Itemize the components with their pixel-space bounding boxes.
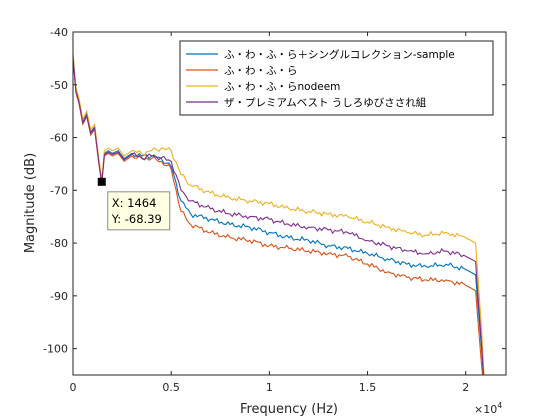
legend-entry: ふ・わ・ふ・ら — [224, 65, 298, 77]
series-line-1 — [73, 55, 484, 375]
x-axis-label: Frequency (Hz) — [240, 402, 338, 417]
y-tick-label: -90 — [50, 290, 68, 303]
y-axis-label: Magnitude (dB) — [23, 153, 38, 253]
datatip-marker[interactable] — [97, 177, 106, 186]
series-line-4 — [73, 57, 485, 375]
x-tick-label: 2 — [462, 381, 469, 394]
legend-entry: ザ・プレミアムベスト うしろゆびさされ組 — [224, 96, 427, 109]
legend-entry: ふ・わ・ふ・らnodeem — [224, 81, 340, 93]
legend-box — [179, 40, 494, 116]
datatip[interactable]: X: 1464 Y: -68.39 — [97, 177, 171, 231]
legend-entry: ふ・わ・ふ・ら＋シングルコレクション-sample — [224, 48, 455, 61]
y-tick-label: -60 — [50, 132, 68, 145]
x-tick-label: 1.5 — [359, 381, 377, 394]
datatip-x-label: X: 1464 — [112, 196, 157, 210]
x-tick-label: 1 — [266, 381, 273, 394]
series-line-3 — [73, 53, 485, 375]
datatip-box — [107, 191, 171, 231]
y-tick-label: -40 — [50, 26, 68, 39]
axes-box — [72, 31, 507, 376]
ticks: 0 0.5 1 1.5 2 -40 -50 -60 -70 -80 -90 -100 — [43, 26, 506, 394]
series-lines — [73, 53, 485, 375]
y-tick-label: -70 — [50, 184, 68, 197]
legend: ふ・わ・ふ・ら＋シングルコレクション-sample ふ・わ・ふ・らふ・わ・ふ・らn… — [179, 40, 494, 116]
y-tick-label: -50 — [50, 79, 68, 92]
y-tick-label: -100 — [43, 343, 68, 356]
x-exponent-label: ×104 — [474, 401, 502, 416]
y-tick-label: -80 — [50, 237, 68, 250]
series-line-2 — [73, 58, 484, 375]
datatip-y-label: Y: -68.39 — [111, 212, 162, 226]
x-tick-label: 0.5 — [162, 381, 180, 394]
x-tick-label: 0 — [70, 381, 77, 394]
